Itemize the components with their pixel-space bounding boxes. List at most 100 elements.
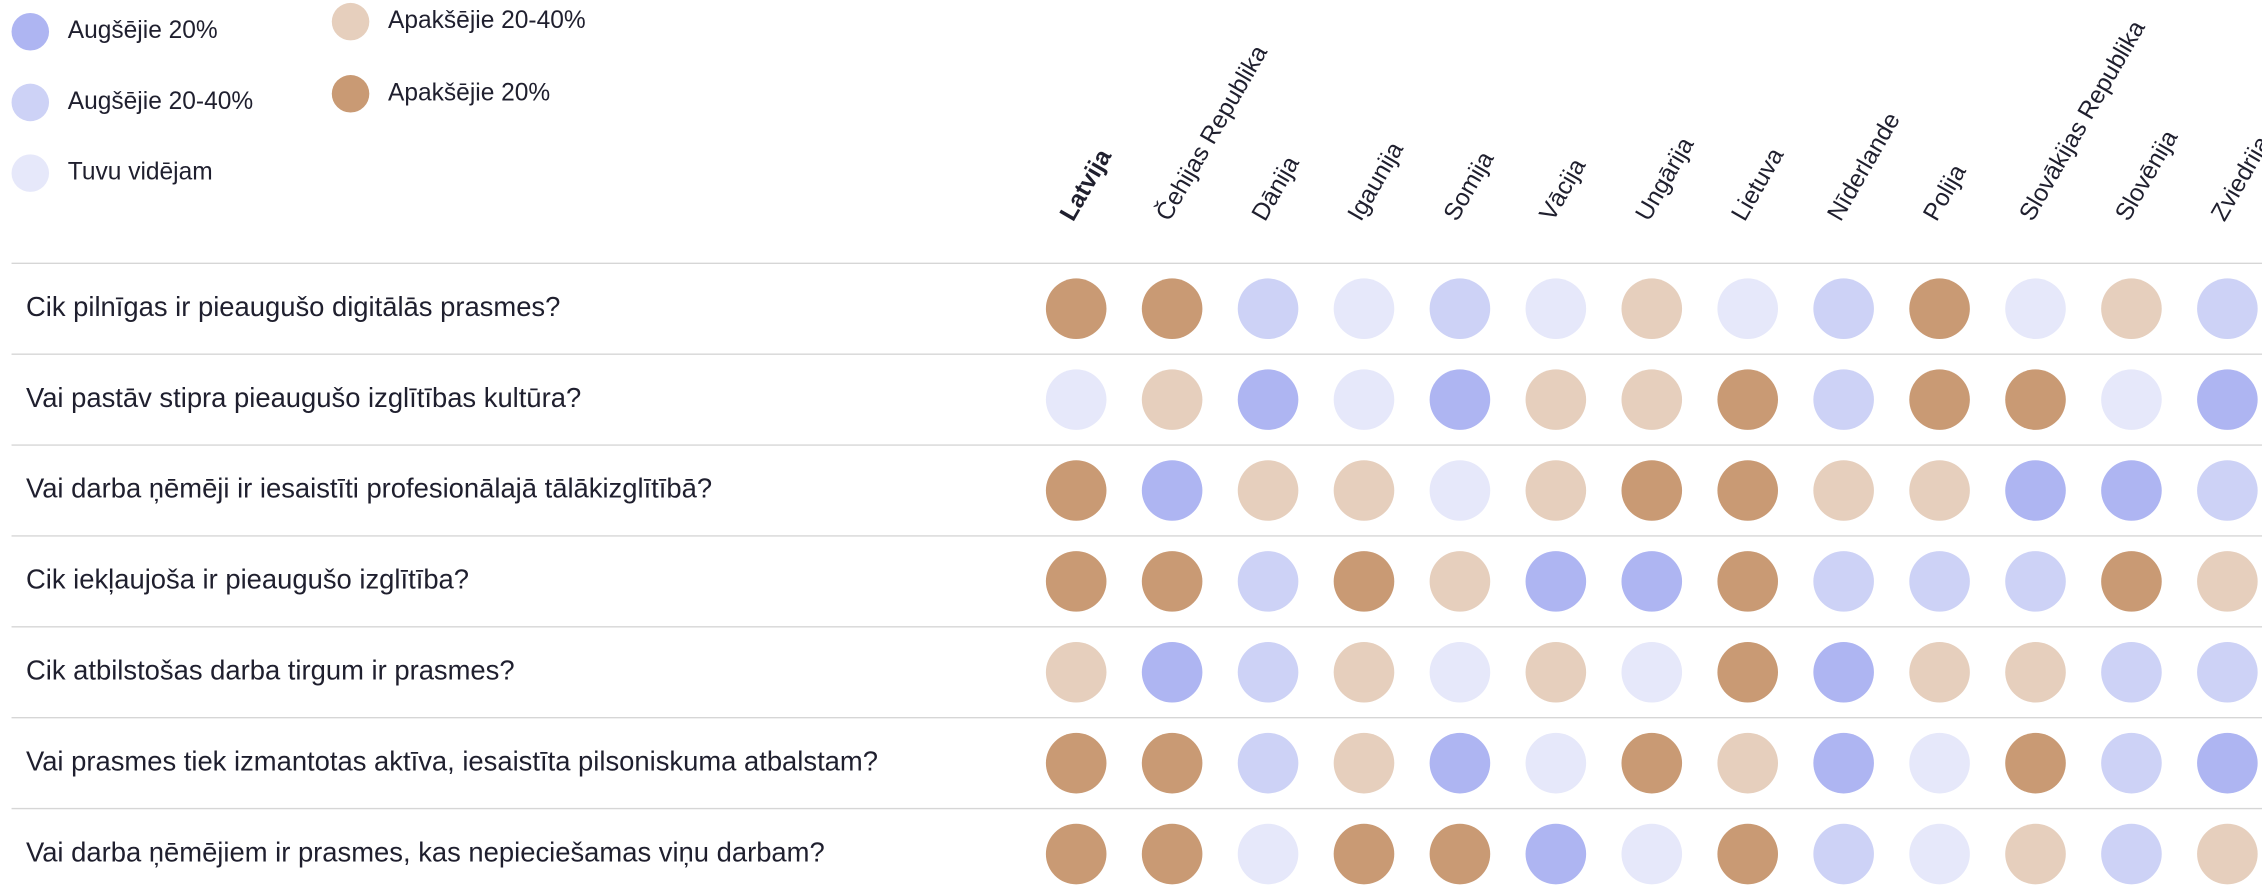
rating-dot <box>1717 369 1779 430</box>
legend-swatch <box>331 75 370 113</box>
question: Vai darba ņēmēji ir iesaistīti profesion… <box>26 473 712 504</box>
rating-dot <box>1525 460 1587 521</box>
question: Cik atbilstošas darba tirgum ir prasmes? <box>26 654 515 685</box>
column-header: Dānija <box>1247 152 1305 226</box>
question: Cik pilnīgas ir pieaugušo digitālās pras… <box>26 291 560 322</box>
legend-label: Augšējie 20-40% <box>68 88 253 115</box>
rating-dot <box>1717 823 1779 885</box>
legend-swatch <box>11 154 50 192</box>
legend-label: Apakšējie 20% <box>388 79 550 106</box>
rating-dot <box>2005 641 2066 703</box>
rating-dot <box>2005 460 2066 521</box>
rating-dot <box>2197 369 2258 430</box>
rating-dot <box>1237 369 1299 430</box>
rating-dot <box>2005 732 2066 794</box>
rating-dot <box>1717 732 1779 794</box>
question: Vai prasmes tiek izmantotas aktīva, iesa… <box>26 745 878 776</box>
legend-label: Augšējie 20% <box>68 17 218 44</box>
rating-dot <box>1333 460 1395 521</box>
rating-dot <box>1717 641 1779 703</box>
column-header: Igaunija <box>1343 137 1410 225</box>
rating-dot <box>1621 641 1683 703</box>
rating-dot <box>1237 460 1299 521</box>
column-header: Latvija <box>1055 144 1117 225</box>
column-header: Slovēnija <box>2110 126 2183 226</box>
rating-dot <box>2101 551 2162 612</box>
rating-dot <box>2197 278 2258 340</box>
rating-dot <box>1525 278 1587 340</box>
legend-swatch <box>331 2 370 41</box>
rating-dot <box>1813 551 1874 612</box>
rating-dot <box>1045 823 1107 885</box>
legend-swatch <box>11 12 50 51</box>
rating-dot <box>2005 369 2066 430</box>
rating-dot <box>1525 551 1587 612</box>
column-header: Ungārija <box>1631 133 1700 226</box>
rating-dot <box>2197 641 2258 703</box>
question: Cik iekļaujoša ir pieaugušo izglītība? <box>26 564 469 595</box>
rating-dot <box>1813 732 1874 794</box>
rating-dot <box>1813 823 1874 885</box>
rating-dot <box>1141 641 1203 703</box>
rating-dot <box>1621 551 1683 612</box>
rating-dot <box>1045 551 1107 612</box>
rating-dot <box>1909 551 1970 612</box>
rating-dot <box>2101 732 2162 794</box>
rating-dot <box>1333 369 1395 430</box>
rating-dot <box>2101 641 2162 703</box>
rating-dot <box>1909 369 1970 430</box>
rating-dot <box>1909 641 1970 703</box>
rating-dot <box>1909 732 1970 794</box>
legend-swatch <box>11 83 50 122</box>
rating-dot <box>1141 369 1203 430</box>
rating-dot <box>1621 369 1683 430</box>
rating-dot <box>1141 732 1203 794</box>
rating-dot <box>1909 278 1970 340</box>
rating-dot <box>1333 641 1395 703</box>
rating-dot <box>1813 460 1874 521</box>
legend-label: Apakšējie 20-40% <box>388 7 586 34</box>
rating-dot <box>1141 551 1203 612</box>
rating-dot <box>2101 460 2162 521</box>
rating-dot <box>1525 641 1587 703</box>
rating-dot <box>2005 551 2066 612</box>
rating-dot <box>1333 823 1395 885</box>
rating-dot <box>1141 823 1203 885</box>
rating-dot <box>1237 278 1299 340</box>
rating-dot <box>2197 823 2258 885</box>
rating-dot <box>1909 460 1970 521</box>
column-header: Nīderlande <box>1822 108 1905 225</box>
rating-dot <box>1813 369 1874 430</box>
rating-dot <box>1045 732 1107 794</box>
rating-dot <box>1237 551 1299 612</box>
rating-dot <box>1717 460 1779 521</box>
rating-dot <box>1045 278 1107 340</box>
column-header: Somija <box>1439 147 1500 226</box>
rating-dot <box>1525 823 1587 885</box>
rating-dot <box>1429 641 1491 703</box>
rating-dot <box>1429 369 1491 430</box>
rating-dot <box>1429 551 1491 612</box>
rating-dot <box>2197 551 2258 612</box>
rating-dot <box>2101 823 2162 885</box>
column-header: Polija <box>1918 160 1972 226</box>
column-header: Vācija <box>1535 154 1592 226</box>
rating-dot <box>1141 278 1203 340</box>
rating-dot <box>1333 732 1395 794</box>
rating-dot <box>1717 551 1779 612</box>
rating-dot <box>1429 823 1491 885</box>
rating-dot <box>1141 460 1203 521</box>
rating-dot <box>1525 369 1587 430</box>
rating-dot <box>1525 732 1587 794</box>
rating-dot <box>2101 278 2162 340</box>
rating-dot <box>1333 278 1395 340</box>
rating-dot <box>1333 551 1395 612</box>
rating-dot <box>1621 460 1683 521</box>
rating-dot <box>1813 278 1874 340</box>
legend-label: Tuvu vidējam <box>68 159 213 186</box>
rating-dot <box>1429 460 1491 521</box>
rating-dot <box>1621 732 1683 794</box>
rating-dot <box>1045 369 1107 430</box>
rating-dot <box>1429 732 1491 794</box>
